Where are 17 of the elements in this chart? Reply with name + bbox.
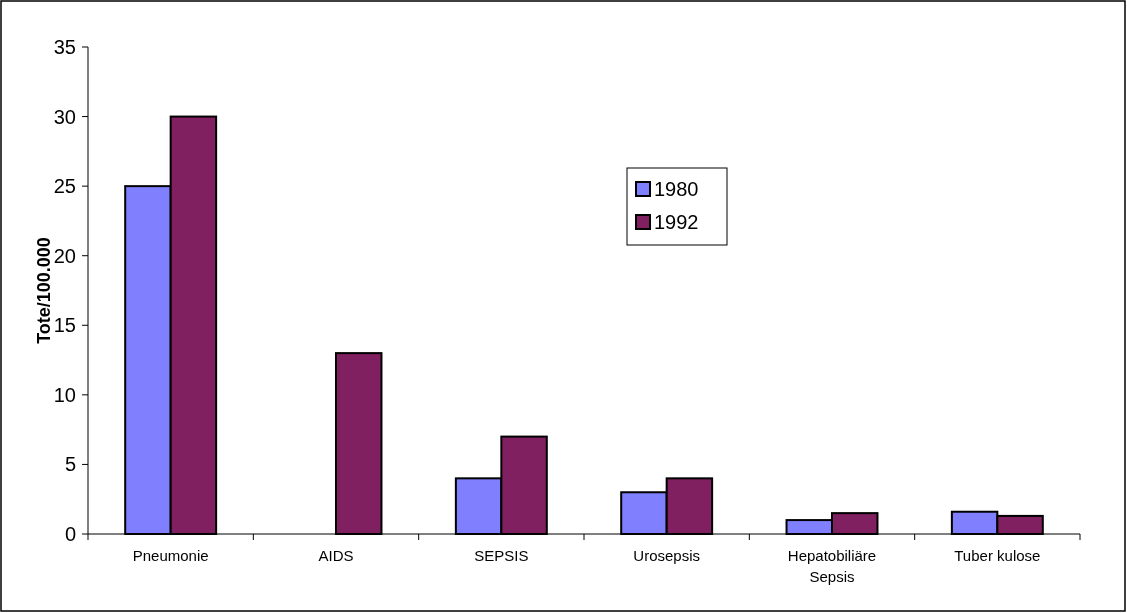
- x-tick-label: AIDS: [318, 547, 354, 564]
- y-tick-label: 20: [53, 244, 76, 267]
- x-tick-label: SEPSIS: [474, 547, 529, 564]
- legend-label: 1980: [654, 178, 699, 200]
- y-axis-title: Tote/100.000: [34, 237, 54, 344]
- y-tick-label: 5: [64, 453, 76, 476]
- y-tick-label: 15: [53, 314, 76, 337]
- legend-label: 1992: [654, 211, 699, 233]
- y-tick-label: 10: [53, 383, 76, 406]
- x-tick-label: Pneumonie: [132, 547, 209, 564]
- x-tick-label: Urosepsis: [633, 547, 701, 564]
- y-tick-label: 30: [53, 105, 76, 128]
- y-tick-label: 35: [53, 36, 76, 58]
- y-tick-label: 25: [53, 175, 76, 198]
- x-tick-label: Hepatobiliäre Sepsis: [787, 547, 877, 585]
- x-tick-label: Tuber kulose: [954, 547, 1041, 564]
- y-tick-label: 0: [64, 523, 76, 545]
